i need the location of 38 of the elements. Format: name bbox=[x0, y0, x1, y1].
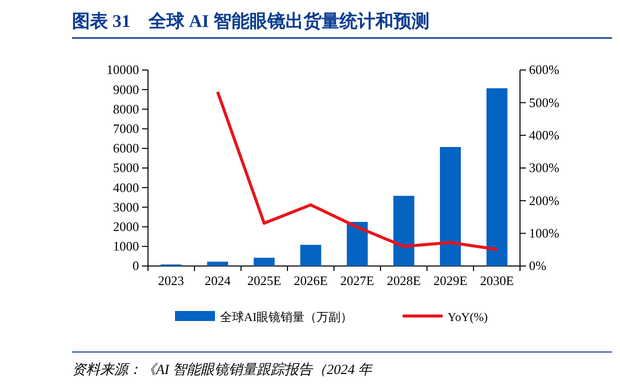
line-series bbox=[216, 90, 498, 251]
x-tick-label: 2025E bbox=[247, 273, 282, 288]
x-tick-label: 2027E bbox=[340, 273, 374, 288]
y-tick-label: 10000 bbox=[106, 62, 139, 78]
y-tick-label: 8000 bbox=[113, 101, 139, 116]
x-tick-label: 2023 bbox=[158, 273, 184, 288]
y2-tick-label: 600% bbox=[529, 62, 560, 78]
bar bbox=[440, 147, 461, 266]
y2-tick-label: 500% bbox=[529, 94, 560, 110]
y-tick-label: 1000 bbox=[113, 238, 139, 254]
y2-tick-label: 200% bbox=[529, 192, 560, 208]
bar bbox=[346, 222, 368, 266]
y2-tick-label: 100% bbox=[529, 225, 560, 240]
y-tick-label: 6000 bbox=[113, 140, 139, 156]
y2-tick-label: 300% bbox=[529, 160, 560, 176]
y2-tick-label: 400% bbox=[529, 127, 560, 142]
bar bbox=[254, 258, 275, 266]
y-tick-label: 4000 bbox=[113, 180, 139, 195]
chart-title: 图表 31 全球 AI 智能眼镜出货量统计和预测 bbox=[72, 11, 430, 31]
y-tick-label: 5000 bbox=[113, 160, 139, 176]
y2-tick-label: 0% bbox=[529, 258, 546, 274]
y-tick-label: 3000 bbox=[113, 199, 139, 214]
bar bbox=[300, 244, 322, 266]
bar bbox=[207, 262, 228, 266]
legend-label: 全球AI眼镜销量（万副） bbox=[220, 310, 353, 324]
bar bbox=[393, 196, 414, 266]
x-tick-label: 2029E bbox=[433, 273, 468, 288]
x-tick-label: 2028E bbox=[386, 273, 421, 288]
y-tick-label: 9000 bbox=[113, 82, 139, 97]
x-tick-label: 2030E bbox=[480, 273, 514, 288]
y-tick-label: 0 bbox=[132, 258, 139, 274]
text: 资料来源：《AI 智能眼镜销量跟踪报告（2024 年 bbox=[72, 362, 374, 378]
y-tick-label: 7000 bbox=[113, 120, 139, 136]
bar bbox=[486, 88, 508, 266]
x-tick-label: 2024 bbox=[204, 273, 232, 288]
x-tick-label: 2026E bbox=[294, 273, 328, 288]
y-tick-label: 2000 bbox=[113, 218, 139, 234]
legend-label: YoY(%) bbox=[448, 310, 488, 324]
